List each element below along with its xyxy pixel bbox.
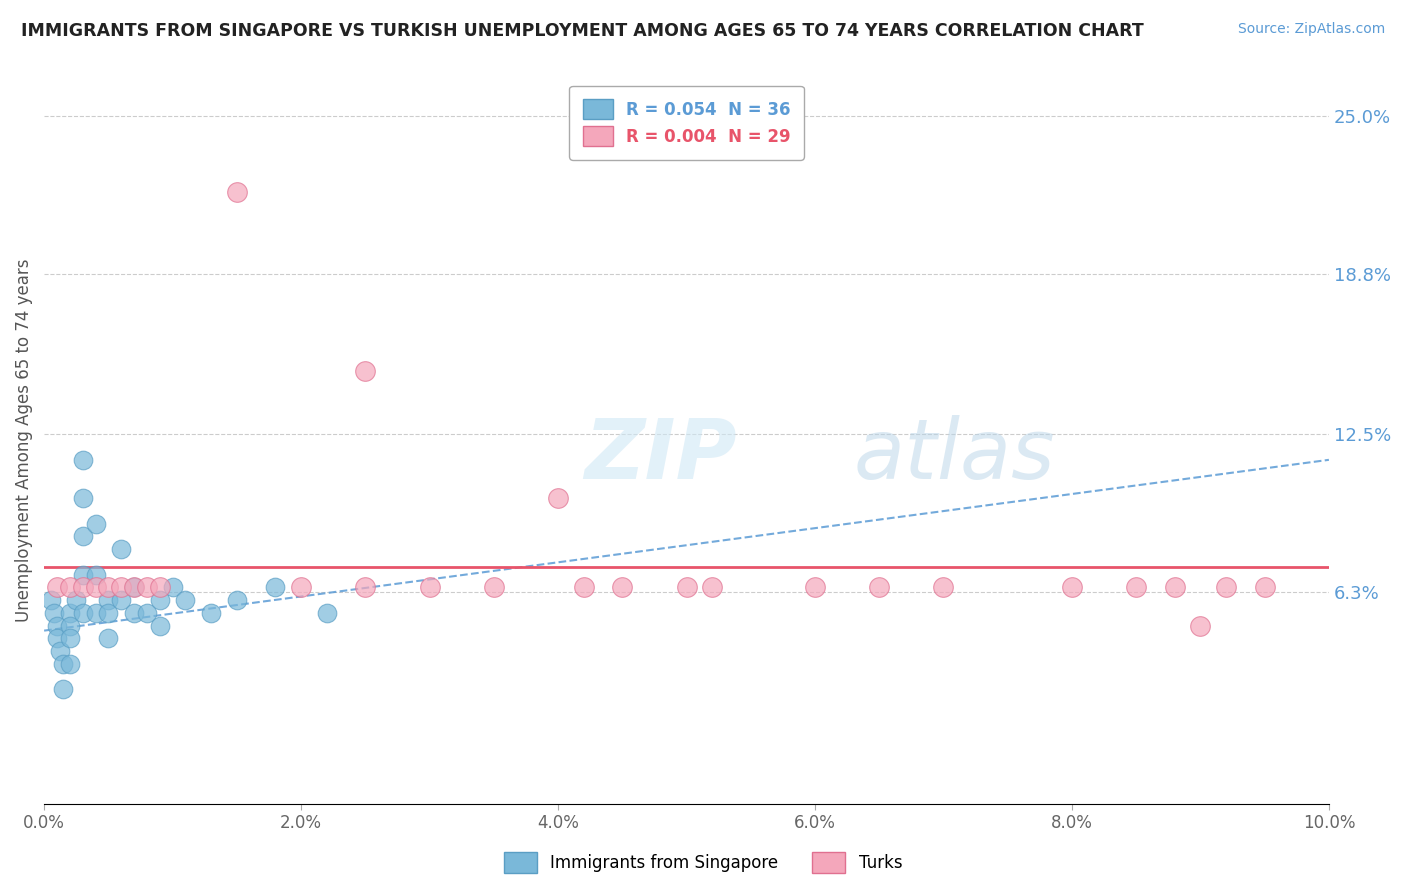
- Point: [39, 593, 62, 607]
- Point: [46, 580, 69, 594]
- Point: [97, 632, 120, 646]
- Point: [200, 606, 222, 620]
- Point: [702, 580, 724, 594]
- Point: [675, 580, 697, 594]
- Point: [419, 580, 441, 594]
- Point: [354, 580, 377, 594]
- Point: [1125, 580, 1147, 594]
- Point: [225, 593, 247, 607]
- Point: [122, 580, 145, 594]
- Point: [149, 580, 172, 594]
- Point: [110, 593, 132, 607]
- Point: [84, 606, 107, 620]
- Point: [135, 580, 157, 594]
- Point: [59, 657, 82, 671]
- Point: [84, 580, 107, 594]
- Point: [72, 529, 94, 543]
- Point: [72, 580, 94, 594]
- Point: [135, 606, 157, 620]
- Point: [162, 580, 184, 594]
- Point: [72, 567, 94, 582]
- Point: [44, 606, 66, 620]
- Point: [932, 580, 955, 594]
- Point: [48, 644, 70, 658]
- Point: [1164, 580, 1187, 594]
- Point: [52, 682, 75, 697]
- Point: [122, 606, 145, 620]
- Point: [110, 542, 132, 557]
- Y-axis label: Unemployment Among Ages 65 to 74 years: Unemployment Among Ages 65 to 74 years: [15, 259, 32, 623]
- Point: [59, 618, 82, 632]
- Point: [97, 606, 120, 620]
- Point: [149, 618, 172, 632]
- Point: [174, 593, 197, 607]
- Point: [72, 453, 94, 467]
- Text: ZIP: ZIP: [583, 415, 737, 496]
- Point: [122, 580, 145, 594]
- Point: [72, 606, 94, 620]
- Point: [612, 580, 634, 594]
- Legend: Immigrants from Singapore, Turks: Immigrants from Singapore, Turks: [498, 846, 908, 880]
- Point: [84, 516, 107, 531]
- Point: [572, 580, 595, 594]
- Text: Source: ZipAtlas.com: Source: ZipAtlas.com: [1237, 22, 1385, 37]
- Point: [290, 580, 312, 594]
- Point: [1189, 618, 1212, 632]
- Point: [59, 606, 82, 620]
- Point: [1060, 580, 1083, 594]
- Point: [59, 580, 82, 594]
- Text: IMMIGRANTS FROM SINGAPORE VS TURKISH UNEMPLOYMENT AMONG AGES 65 TO 74 YEARS CORR: IMMIGRANTS FROM SINGAPORE VS TURKISH UNE…: [21, 22, 1144, 40]
- Point: [315, 606, 337, 620]
- Point: [72, 491, 94, 505]
- Point: [354, 363, 377, 377]
- Legend: R = 0.054  N = 36, R = 0.004  N = 29: R = 0.054 N = 36, R = 0.004 N = 29: [569, 86, 804, 160]
- Point: [547, 491, 569, 505]
- Point: [59, 632, 82, 646]
- Point: [110, 580, 132, 594]
- Point: [46, 632, 69, 646]
- Point: [1253, 580, 1275, 594]
- Point: [97, 580, 120, 594]
- Point: [804, 580, 827, 594]
- Point: [264, 580, 287, 594]
- Point: [97, 593, 120, 607]
- Point: [52, 657, 75, 671]
- Point: [225, 185, 247, 199]
- Point: [65, 593, 87, 607]
- Point: [84, 567, 107, 582]
- Point: [868, 580, 890, 594]
- Point: [149, 593, 172, 607]
- Text: atlas: atlas: [853, 415, 1054, 496]
- Point: [1215, 580, 1237, 594]
- Point: [482, 580, 505, 594]
- Point: [46, 618, 69, 632]
